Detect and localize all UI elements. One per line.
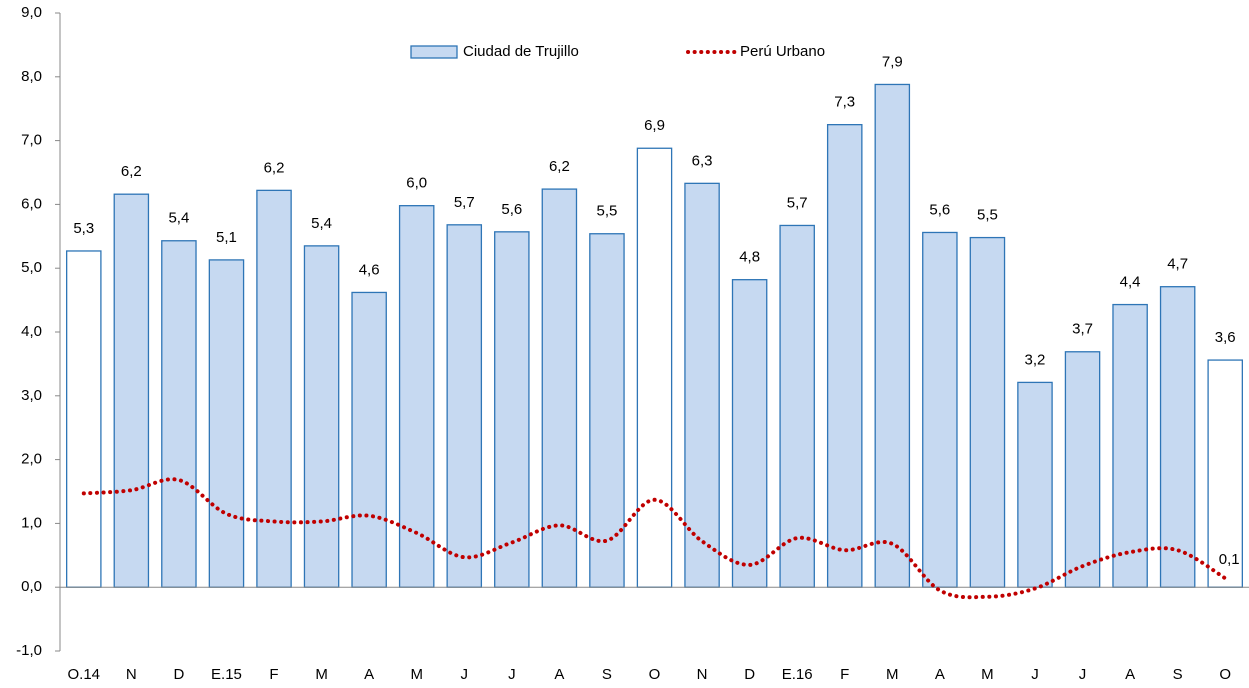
legend-label: Ciudad de Trujillo <box>463 43 579 60</box>
bar <box>1112 303 1148 588</box>
bar <box>1017 381 1053 588</box>
x-tick-label: S <box>602 666 612 683</box>
data-label: 3,7 <box>1072 321 1093 338</box>
x-tick-label: O.14 <box>68 666 101 683</box>
x-tick-label: A <box>554 666 564 683</box>
x-tick-label: A <box>364 666 374 683</box>
bar <box>66 250 102 588</box>
y-tick-label: 0,0 <box>21 578 42 595</box>
x-tick-label: J <box>1079 666 1087 683</box>
bar <box>398 205 435 588</box>
x-tick-label: M <box>886 666 899 683</box>
data-label: 4,8 <box>739 249 760 266</box>
data-label: 6,2 <box>549 158 570 175</box>
bar <box>874 83 911 588</box>
x-tick-label: M <box>315 666 328 683</box>
y-tick-label: 7,0 <box>21 132 42 149</box>
data-label: 0,1 <box>1219 551 1240 568</box>
bar <box>779 224 815 588</box>
bar <box>541 188 578 588</box>
data-label: 5,5 <box>597 203 618 220</box>
legend-swatch <box>410 45 458 59</box>
bar <box>589 233 625 588</box>
bar <box>636 147 673 588</box>
bar <box>1064 351 1101 588</box>
bar <box>256 189 292 588</box>
x-tick-label: M <box>981 666 994 683</box>
data-label: 6,0 <box>406 175 427 192</box>
x-tick-label: E.15 <box>211 666 242 683</box>
x-tick-label: D <box>744 666 755 683</box>
bar <box>969 236 1006 588</box>
data-label: 5,1 <box>216 229 237 246</box>
y-tick-label: 1,0 <box>21 514 42 531</box>
legend-label: Perú Urbano <box>740 43 825 60</box>
data-label: 5,5 <box>977 207 998 224</box>
x-tick-label: F <box>840 666 849 683</box>
data-label: 5,7 <box>454 194 475 211</box>
y-tick-label: 3,0 <box>21 387 42 404</box>
line <box>81 477 1228 600</box>
bar <box>684 182 720 588</box>
data-label: 6,9 <box>644 117 665 134</box>
y-tick-label: 2,0 <box>21 451 42 468</box>
bar <box>161 240 197 588</box>
y-tick-label: 4,0 <box>21 323 42 340</box>
data-label: 5,4 <box>311 215 332 232</box>
y-tick-label: 6,0 <box>21 195 42 212</box>
x-tick-label: O <box>1219 666 1231 683</box>
data-label: 7,9 <box>882 53 903 70</box>
bar <box>351 291 387 588</box>
y-tick-label: -1,0 <box>16 642 42 659</box>
bar <box>113 193 150 588</box>
data-label: 3,2 <box>1025 351 1046 368</box>
data-label: 5,4 <box>168 210 189 227</box>
bar <box>446 224 483 588</box>
bar <box>208 259 245 588</box>
x-tick-label: M <box>410 666 423 683</box>
data-label: 7,3 <box>834 94 855 111</box>
y-tick-label: 5,0 <box>21 259 42 276</box>
y-tick-label: 9,0 <box>21 4 42 21</box>
x-tick-label: O <box>649 666 661 683</box>
data-label: 3,6 <box>1215 329 1236 346</box>
x-tick-label: F <box>269 666 278 683</box>
bar <box>303 245 340 588</box>
x-tick-label: D <box>173 666 184 683</box>
y-tick-label: 8,0 <box>21 68 42 85</box>
data-label: 5,7 <box>787 194 808 211</box>
bar <box>731 279 768 588</box>
x-tick-label: E.16 <box>782 666 813 683</box>
data-label: 6,3 <box>692 152 713 169</box>
data-label: 5,6 <box>501 201 522 218</box>
data-label: 6,2 <box>121 163 142 180</box>
data-label: 4,4 <box>1120 274 1141 291</box>
data-label: 5,6 <box>929 201 950 218</box>
x-tick-label: S <box>1173 666 1183 683</box>
x-tick-label: J <box>508 666 516 683</box>
x-tick-label: N <box>697 666 708 683</box>
bar <box>1207 359 1243 588</box>
data-label: 6,2 <box>264 159 285 176</box>
bar <box>826 124 863 588</box>
x-tick-label: N <box>126 666 137 683</box>
data-label: 5,3 <box>73 220 94 237</box>
bar <box>922 231 958 588</box>
x-tick-label: A <box>935 666 945 683</box>
data-label: 4,6 <box>359 261 380 278</box>
data-label: 4,7 <box>1167 256 1188 273</box>
bar <box>1159 286 1196 588</box>
x-tick-label: A <box>1125 666 1135 683</box>
x-tick-label: J <box>1031 666 1039 683</box>
x-tick-label: J <box>461 666 469 683</box>
bar <box>494 231 530 588</box>
